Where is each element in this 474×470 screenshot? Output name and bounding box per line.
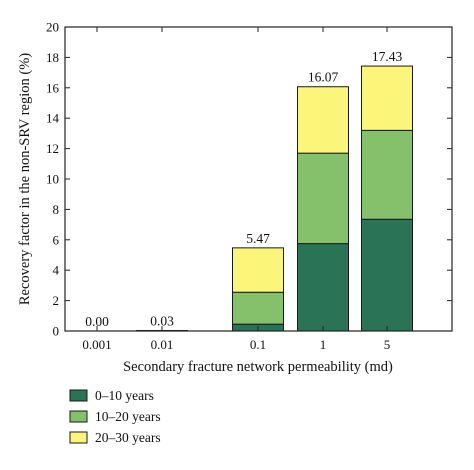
y-tick-label: 16: [46, 80, 60, 95]
bar-segment-0.1-series-3: [232, 247, 284, 293]
y-tick-label: 4: [53, 263, 60, 278]
x-tick-label: 0.01: [151, 337, 174, 352]
bar-segment-5-series-2: [361, 129, 413, 220]
x-tick-label: 5: [384, 337, 391, 352]
bar-segment-1-series-3: [297, 86, 349, 154]
legend-label: 0–10 years: [95, 388, 154, 403]
bars-layer: [136, 65, 413, 332]
y-tick-label: 20: [46, 20, 59, 35]
y-tick-label: 0: [53, 324, 60, 339]
y-tick-label: 10: [46, 172, 59, 187]
x-tick-label: 0.001: [82, 337, 111, 352]
bar-segment-1-series-1: [297, 243, 349, 332]
bar-total-label: 5.47: [246, 231, 270, 246]
legend-swatch: [69, 410, 88, 423]
y-tick-label: 18: [46, 50, 59, 65]
x-axis-title: Secondary fracture network permeability …: [123, 359, 393, 375]
legend-swatch: [69, 431, 88, 444]
y-tick-label: 6: [53, 232, 60, 247]
bar-segment-0.1-series-2: [232, 291, 284, 325]
bar-total-label: 0.00: [85, 314, 109, 329]
x-axis: 0.001 0.01 0.1 1 5: [82, 27, 390, 352]
legend: 0–10 years 10–20 years 20–30 years: [69, 388, 161, 445]
legend-swatch: [69, 389, 88, 402]
y-tick-label: 14: [46, 111, 60, 126]
bar-segment-5-series-3: [361, 65, 413, 131]
bar-total-label: 17.43: [372, 49, 403, 64]
bar-total-label: 0.03: [150, 314, 174, 329]
bar-total-labels: 0.00 0.03 5.47 16.07 17.43: [85, 49, 402, 329]
legend-label: 10–20 years: [95, 409, 161, 424]
y-axis-title: Recovery factor in the non-SRV region (%…: [17, 53, 33, 305]
y-tick-label: 8: [53, 202, 60, 217]
bar-segment-5-series-1: [361, 218, 413, 332]
bar-segment-1-series-2: [297, 152, 349, 245]
legend-label: 20–30 years: [95, 430, 161, 445]
y-tick-label: 2: [53, 293, 60, 308]
y-axis: 0 2 4 6 8 10 12 14 16 18 20: [46, 20, 452, 339]
bar-total-label: 16.07: [308, 70, 339, 85]
x-tick-label: 1: [320, 337, 327, 352]
x-tick-label: 0.1: [250, 337, 266, 352]
y-tick-label: 12: [46, 141, 59, 156]
